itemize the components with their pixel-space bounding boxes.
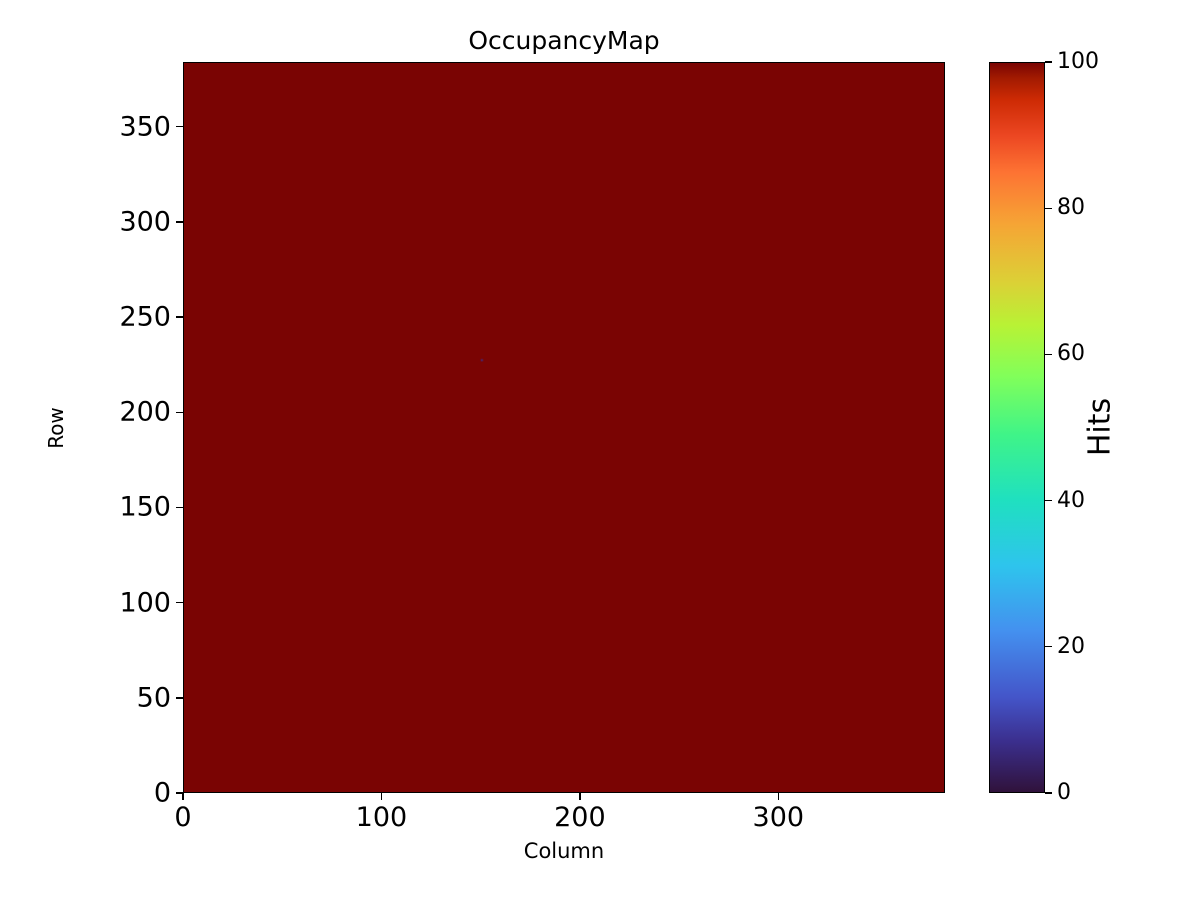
x-tick-mark <box>579 793 581 800</box>
page-title: OccupancyMap <box>468 26 660 55</box>
colorbar-tick-label: 0 <box>1057 780 1071 805</box>
colorbar-tick-label: 20 <box>1057 633 1085 659</box>
colorbar-tick-mark <box>1045 792 1052 794</box>
y-tick-label: 50 <box>136 682 171 714</box>
colorbar-tick-mark <box>1045 61 1052 63</box>
colorbar-tick-mark <box>1045 353 1052 356</box>
x-tick-mark <box>380 793 383 800</box>
colorbar-tick-mark <box>1045 646 1052 648</box>
y-tick-mark <box>176 221 183 223</box>
y-tick-label: 200 <box>119 396 171 428</box>
x-tick-label: 200 <box>554 802 606 833</box>
x-tick-label: 300 <box>752 802 805 833</box>
colorbar-gradient <box>989 62 1045 793</box>
y-tick-label: 150 <box>119 491 171 523</box>
x-tick-mark <box>182 793 184 800</box>
y-tick-label: 0 <box>153 777 171 809</box>
x-tick-label: 100 <box>355 802 408 833</box>
colorbar-tick-label: 80 <box>1057 195 1085 221</box>
heatmap-axes <box>183 62 945 793</box>
x-axis: 0 100 200 300 Column <box>174 793 945 900</box>
colorbar-tick-label: 60 <box>1057 341 1085 367</box>
colorbar: 0 20 40 60 80 100 <box>989 51 1099 804</box>
y-tick-mark <box>176 316 183 318</box>
x-axis-label: Column <box>523 839 605 863</box>
y-tick-mark <box>176 411 183 413</box>
colorbar-tick-label: 100 <box>1057 49 1099 74</box>
y-tick-mark <box>176 697 183 699</box>
x-tick-label: 0 <box>174 802 192 833</box>
y-tick-mark <box>176 126 183 128</box>
y-tick-label: 300 <box>119 206 171 238</box>
y-tick-mark <box>176 506 183 509</box>
x-tick-mark <box>777 793 779 800</box>
colorbar-tick-label: 40 <box>1057 487 1085 513</box>
y-axis-label: Row <box>44 406 68 449</box>
colorbar-label: Hits <box>1082 397 1118 457</box>
y-tick-label: 250 <box>119 301 171 333</box>
heatmap-image <box>184 63 944 792</box>
y-tick-label: 350 <box>119 111 171 143</box>
y-tick-label: 100 <box>119 587 171 619</box>
y-axis: 0 50 100 150 200 250 300 350 Row <box>0 62 183 807</box>
y-tick-mark <box>176 792 183 794</box>
colorbar-tick-mark <box>1045 207 1052 209</box>
y-tick-mark <box>176 601 183 604</box>
colorbar-tick-mark <box>1045 499 1052 502</box>
